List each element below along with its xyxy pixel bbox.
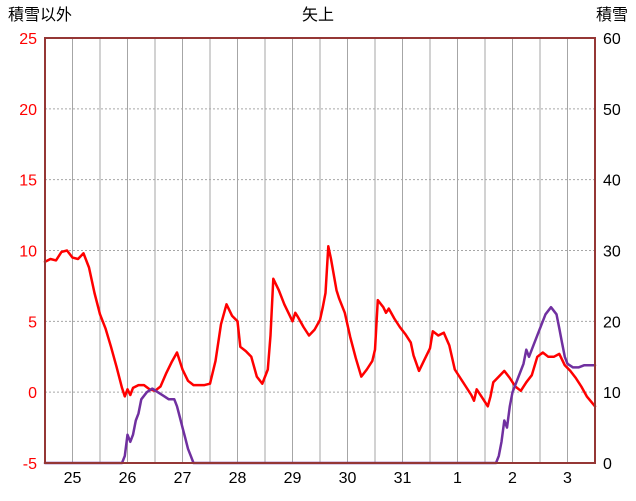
x-axis-day-label: 3	[563, 470, 572, 487]
x-axis-day-label: 30	[339, 470, 357, 487]
plot-border	[44, 37, 596, 464]
right-axis-tick-label: 60	[603, 31, 621, 48]
x-axis-day-label: 31	[394, 470, 412, 487]
x-axis-day-label: 26	[119, 470, 137, 487]
right-axis-tick-label: 30	[603, 244, 621, 261]
right-axis-tick-label: 50	[603, 102, 621, 119]
left-axis-tick-label: 20	[19, 102, 37, 119]
chart-title: 矢上	[301, 7, 334, 24]
x-axis-day-label: 1	[453, 470, 462, 487]
x-axis-day-label: 28	[229, 470, 247, 487]
right-axis-tick-label: 0	[603, 456, 612, 473]
left-axis-tick-label: -5	[23, 456, 37, 473]
x-axis-day-label: 27	[174, 470, 192, 487]
x-axis-day-label: 25	[64, 470, 82, 487]
right-axis-tick-label: 40	[603, 173, 621, 190]
left-axis-tick-label: 25	[19, 31, 37, 48]
left-axis-tick-label: 10	[19, 244, 37, 261]
right-axis-tick-label: 10	[603, 385, 621, 402]
series-line-sekisetsu	[43, 305, 597, 465]
left-axis-title: 積雪以外	[8, 7, 73, 24]
left-axis-tick-label: 0	[28, 385, 37, 402]
right-axis-tick-label: 20	[603, 314, 621, 331]
left-axis-tick-label: 15	[19, 173, 37, 190]
x-axis-day-label: 2	[508, 470, 517, 487]
left-axis-tick-label: 5	[28, 314, 37, 331]
right-axis-title: 積雪	[595, 7, 628, 24]
x-axis-day-label: 29	[284, 470, 302, 487]
series-line-sekisetsu-igai	[43, 245, 597, 408]
